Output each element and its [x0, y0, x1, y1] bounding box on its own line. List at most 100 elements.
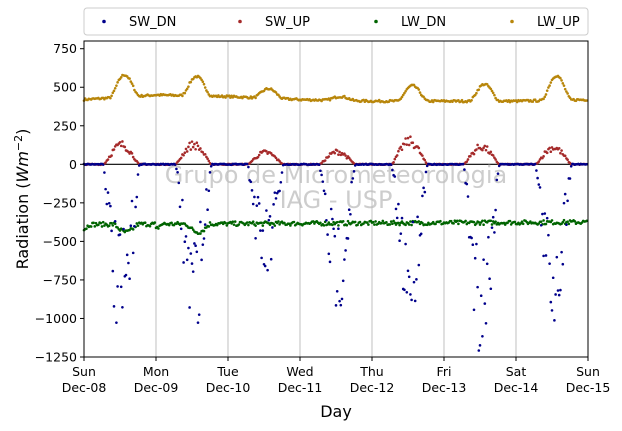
- sw-up-point: [559, 151, 562, 155]
- sw-dn-point: [112, 305, 116, 308]
- sw-dn-point: [395, 216, 399, 220]
- sw-dn-point: [476, 285, 479, 289]
- sw-dn-point: [553, 319, 556, 322]
- sw-dn-point: [253, 195, 256, 199]
- sw-dn-point: [407, 275, 411, 279]
- sw-up-point: [566, 158, 569, 162]
- sw-up-point: [106, 158, 110, 161]
- lw-dn-point: [407, 223, 411, 226]
- lw-up-point: [533, 98, 537, 102]
- lw-dn-point: [371, 220, 375, 224]
- lw-dn-point: [391, 222, 394, 226]
- legend-label: LW_UP: [537, 15, 580, 30]
- lw-up-point: [112, 89, 116, 93]
- sw-dn-point: [319, 169, 322, 173]
- lw-dn-point: [225, 224, 229, 227]
- sw-dn-point: [333, 234, 337, 238]
- sw-dn-point: [107, 201, 111, 205]
- lw-dn-point: [277, 220, 280, 223]
- sw-up-point: [423, 158, 427, 162]
- sw-up-point: [397, 149, 400, 153]
- sw-dn-point: [321, 180, 325, 183]
- lw-dn-point: [100, 225, 104, 228]
- lw-up-point: [561, 82, 565, 85]
- sw-up-point: [256, 155, 260, 159]
- lw-dn-point: [224, 221, 227, 225]
- sw-dn-point: [205, 188, 208, 191]
- sw-dn-point: [470, 236, 473, 240]
- x-tick-date: Dec-09: [134, 380, 179, 395]
- sw-up-point: [196, 144, 200, 148]
- sw-dn-point: [257, 202, 261, 205]
- sw-dn-point: [261, 229, 265, 232]
- lw-up-point: [206, 90, 209, 94]
- sw-up-point: [257, 153, 261, 157]
- sw-up-point: [407, 143, 411, 147]
- sw-dn-point: [489, 287, 493, 291]
- lw-dn-point: [107, 224, 111, 228]
- sw-dn-point: [547, 233, 550, 237]
- lw-up-point: [187, 85, 190, 88]
- lw-up-point: [473, 93, 477, 97]
- sw-up-point: [494, 158, 497, 161]
- lw-dn-point: [337, 224, 340, 227]
- lw-up-point: [507, 98, 511, 102]
- sw-dn-point: [254, 237, 257, 240]
- sw-dn-point: [555, 255, 559, 259]
- sw-up-point: [557, 146, 561, 150]
- lw-up-point: [418, 91, 422, 94]
- sw-dn-point: [410, 298, 413, 302]
- sw-up-point: [184, 147, 188, 151]
- lw-up-point: [565, 90, 568, 93]
- lw-up-point: [131, 84, 135, 88]
- sw-dn-point: [403, 288, 406, 292]
- sw-up-point: [545, 151, 549, 155]
- sw-dn-point: [463, 168, 466, 171]
- sw-up-point: [195, 141, 199, 145]
- sw-dn-point: [175, 167, 178, 171]
- sw-up-point: [399, 145, 403, 149]
- lw-dn-point: [539, 220, 543, 223]
- lw-dn-point: [103, 224, 106, 227]
- sw-dn-point: [404, 242, 407, 246]
- sw-dn-point: [201, 243, 205, 246]
- lw-dn-point: [374, 220, 377, 223]
- y-tick-label: 750: [53, 41, 77, 56]
- lw-up-point: [422, 95, 425, 99]
- sw-up-point: [191, 145, 195, 149]
- lw-up-point: [181, 94, 184, 98]
- sw-dn-point: [539, 223, 543, 227]
- sw-dn-point: [190, 262, 194, 265]
- lw-dn-point: [94, 221, 98, 225]
- sw-up-point: [337, 153, 340, 156]
- lw-up-point: [491, 91, 495, 95]
- sw-dn-point: [128, 277, 131, 281]
- sw-dn-point: [350, 180, 353, 184]
- sw-dn-point: [184, 235, 188, 238]
- sw-dn-point: [247, 165, 250, 169]
- sw-dn-point: [398, 239, 401, 243]
- sw-dn-point: [271, 226, 274, 229]
- sw-up-point: [485, 145, 489, 148]
- lw-dn-point: [110, 221, 113, 225]
- sw-dn-point: [116, 285, 119, 288]
- sw-dn-point: [110, 229, 113, 233]
- sw-dn-point: [393, 175, 397, 178]
- sw-up-point: [403, 142, 406, 146]
- lw-dn-point: [478, 223, 482, 226]
- sw-dn-point: [202, 237, 206, 240]
- lw-up-point: [110, 94, 113, 98]
- sw-dn-point: [268, 215, 272, 218]
- sw-dn-point: [415, 278, 418, 281]
- lw-dn-point: [477, 221, 481, 224]
- lw-up-point: [229, 96, 232, 99]
- lw-dn-point: [542, 219, 545, 222]
- sw-dn-point: [409, 293, 412, 296]
- sw-dn-point: [121, 305, 124, 309]
- sw-up-point: [548, 146, 551, 150]
- sw-dn-point: [490, 226, 494, 229]
- legend-label: SW_UP: [265, 15, 310, 30]
- sw-up-point: [182, 153, 185, 157]
- lw-up-point: [377, 98, 381, 102]
- lw-dn-point: [237, 223, 241, 226]
